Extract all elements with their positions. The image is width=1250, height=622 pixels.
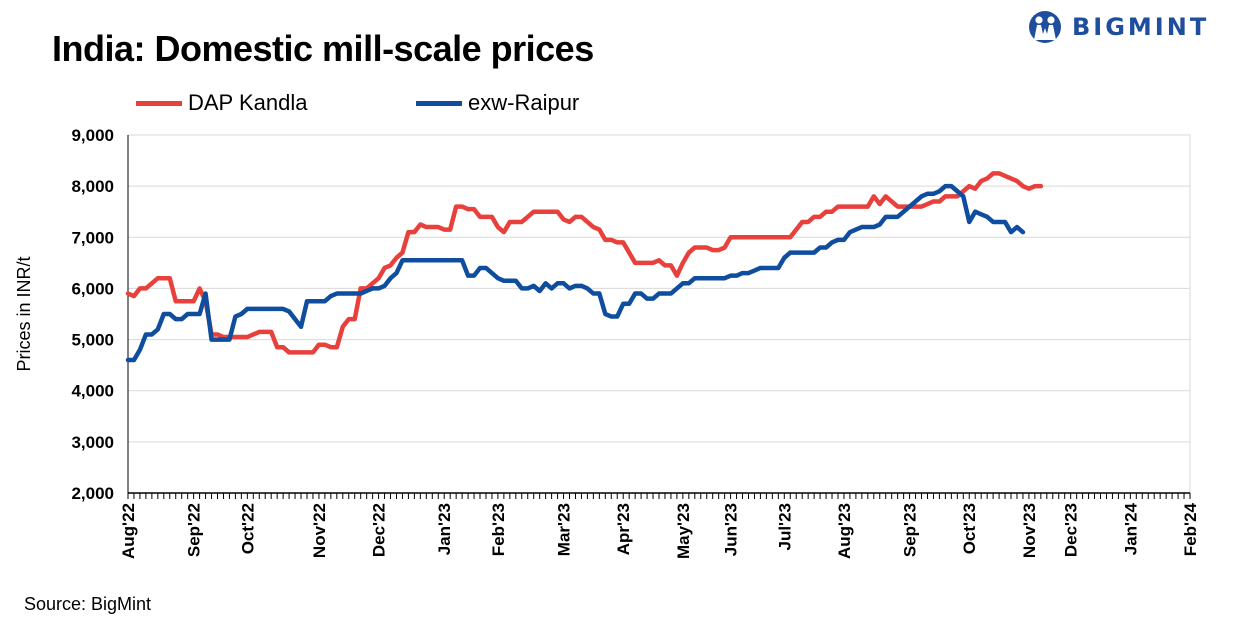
x-tick-label: Oct'23	[960, 503, 979, 554]
x-tick-label: Mar'23	[555, 503, 574, 556]
x-tick-label: Jan'23	[435, 503, 454, 555]
y-tick-label: 8,000	[71, 177, 114, 196]
x-tick-label: Dec'22	[370, 503, 389, 557]
x-tick-label: Dec'23	[1062, 503, 1081, 557]
chart-legend: DAP Kandla exw-Raipur	[0, 90, 700, 118]
legend-label-exw-raipur: exw-Raipur	[468, 90, 580, 115]
y-tick-label: 2,000	[71, 484, 114, 503]
x-tick-label: May'23	[674, 503, 693, 559]
x-tick-label: Aug'22	[119, 503, 138, 559]
y-axis-title: Prices in INR/t	[14, 256, 34, 371]
page-title: India: Domestic mill-scale prices	[52, 28, 594, 69]
people-logo-icon	[1029, 11, 1061, 43]
x-tick-label: Nov'22	[310, 503, 329, 558]
legend-label-dap-kandla: DAP Kandla	[188, 90, 308, 115]
x-tick-label: Jun'23	[722, 503, 741, 556]
brand-logo: BIGMINT	[1028, 10, 1209, 44]
x-tick-label: Aug'23	[835, 503, 854, 559]
y-tick-label: 6,000	[71, 279, 114, 298]
x-tick-label: Feb'24	[1181, 502, 1200, 556]
y-tick-label: 3,000	[71, 433, 114, 452]
legend-swatch-dap-kandla	[136, 100, 182, 106]
series-line-dap-kandla	[125, 171, 1044, 355]
legend-item-dap-kandla: DAP Kandla	[136, 90, 307, 116]
x-tick-label: Sep'22	[185, 503, 204, 557]
x-tick-label: Jul'23	[775, 503, 794, 551]
x-tick-label: Nov'23	[1020, 503, 1039, 558]
x-tick-label: Feb'23	[489, 503, 508, 556]
x-tick-label: Apr'23	[614, 503, 633, 555]
y-tick-label: 5,000	[71, 331, 114, 350]
legend-item-exw-raipur: exw-Raipur	[416, 90, 579, 116]
y-tick-label: 9,000	[71, 126, 114, 145]
series-line-exw-raipur	[125, 183, 1026, 363]
x-tick-label: Jan'24	[1121, 502, 1140, 555]
brand-name: BIGMINT	[1072, 13, 1210, 41]
legend-swatch-exw-raipur	[416, 100, 462, 106]
y-tick-label: 7,000	[71, 228, 114, 247]
source-note: Source: BigMint	[24, 594, 152, 614]
y-tick-label: 4,000	[71, 382, 114, 401]
x-tick-label: Sep'23	[901, 503, 920, 557]
x-tick-label: Oct'22	[238, 503, 257, 554]
